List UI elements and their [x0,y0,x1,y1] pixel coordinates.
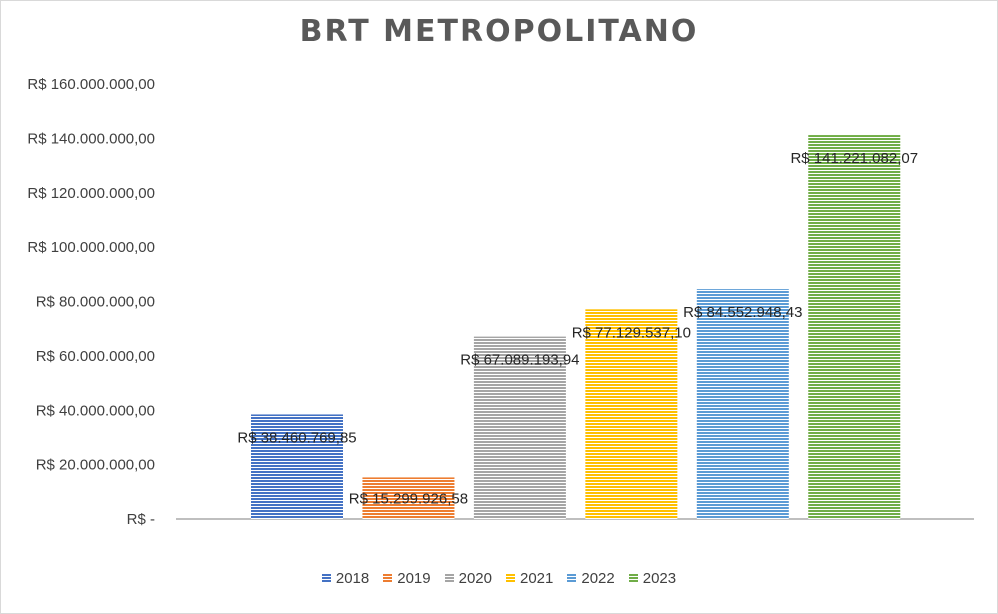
legend-label: 2021 [520,570,554,587]
data-label-2023: R$ 141.221.082,07 [790,150,918,167]
legend-item-2022: 2022 [567,570,615,587]
legend-swatch [567,574,577,583]
bar-2022 [696,289,789,519]
y-tick-label: R$ 60.000.000,00 [36,348,155,365]
y-tick-label: R$ 80.000.000,00 [36,294,155,311]
legend-swatch [444,574,454,583]
bars [251,135,901,519]
legend-item-2019: 2019 [383,570,431,587]
data-label-2020: R$ 67.089.193,94 [460,352,579,369]
y-tick-label: R$ 100.000.000,00 [27,239,155,256]
legend-label: 2018 [335,570,370,587]
y-tick-label: R$ 120.000.000,00 [27,185,155,202]
data-label-2019: R$ 15.299.926,58 [349,490,468,507]
legend-item-2018: 2018 [321,570,370,587]
bar-2019 [362,477,455,519]
y-tick-label: R$ 160.000.000,00 [27,76,155,93]
data-label-2018: R$ 38.460.769,85 [237,429,356,446]
y-axis: R$ - R$ 20.000.000,00 R$ 40.000.000,00 R$ 6… [27,76,974,528]
y-tick-label: R$ - [127,511,155,528]
y-tick-label: R$ 20.000.000,00 [36,457,155,474]
legend-item-2021: 2021 [506,570,553,587]
chart-title: BRT METROPOLITANO [299,14,699,49]
legend: 2018 2019 2020 2021 2022 2023 [0,570,998,587]
data-label-2022: R$ 84.552.948,43 [683,304,802,321]
legend-item-2020: 2020 [444,570,492,587]
data-labels: R$ 38.460.769,85 R$ 15.299.926,58 R$ 67.08… [237,150,918,507]
legend-label: 2022 [581,570,615,587]
legend-label: 2023 [642,570,677,587]
y-tick-label: R$ 140.000.000,00 [27,130,155,147]
legend-label: 2020 [458,570,492,587]
legend-swatch [321,574,331,583]
data-label-2021: R$ 77.129.537,10 [572,324,691,341]
legend-item-2023: 2023 [628,570,677,587]
legend-label: 2019 [397,570,431,587]
bar-2018 [251,414,343,519]
bar-2021 [585,309,678,519]
bar-2020 [473,336,566,519]
bar-2023 [808,135,901,519]
legend-swatch [506,574,515,583]
legend-swatch [628,574,638,583]
legend-swatch [383,574,393,583]
y-tick-label: R$ 40.000.000,00 [36,402,155,419]
